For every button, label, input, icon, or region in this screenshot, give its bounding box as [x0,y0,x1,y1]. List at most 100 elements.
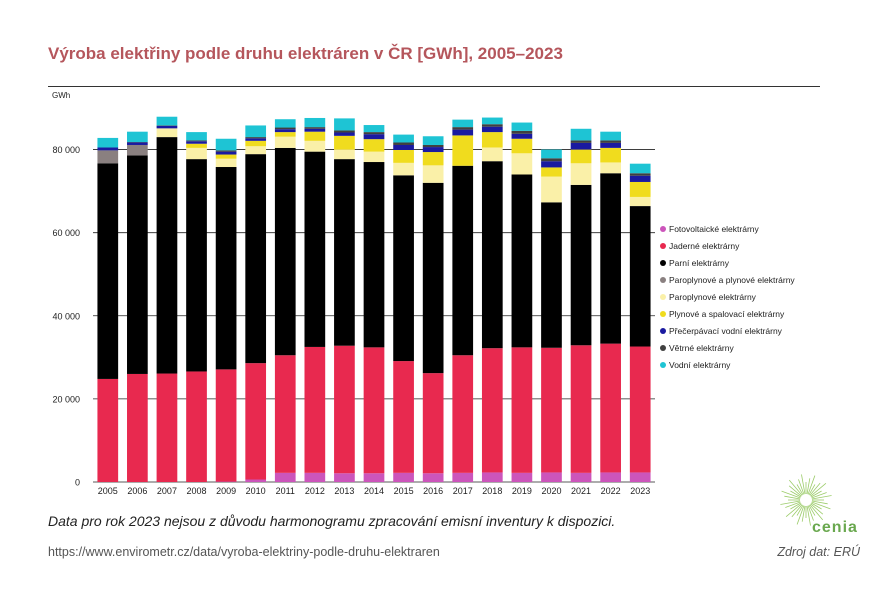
bar-segment [304,127,326,129]
bar-segment [127,155,148,374]
bar-segment [334,159,355,346]
bar-segment [600,173,621,344]
legend-swatch [660,328,666,334]
logo-ray [801,474,806,495]
title-divider [48,86,820,87]
bar-segment [570,140,592,143]
x-tick-label: 2010 [246,486,266,496]
bar-segment [274,472,296,482]
bar-segment [600,147,621,163]
logo-ray [788,485,802,497]
bar-segment [156,373,178,482]
logo-ray [807,475,816,495]
logo-ray [780,500,801,505]
bar-segment [452,355,474,473]
legend-swatch [660,260,666,266]
bar-segment [541,167,562,177]
bar-segment [629,173,651,176]
x-tick-label: 2011 [276,486,295,496]
logo-ray [796,504,804,516]
bar-segment [511,138,533,154]
bar-segment [393,149,414,163]
source-url-link[interactable]: https://www.envirometr.cz/data/vyroba-el… [48,545,440,559]
x-tick-label: 2015 [394,486,414,496]
logo-ray [801,505,806,522]
y-axis: 0 20 000 40 000 60 000 80 000 GWh [52,91,80,488]
logo-ray [810,502,822,510]
bar-segment [481,147,503,162]
bar-segment [481,126,503,133]
x-tick-label: 2012 [305,486,325,496]
legend-label: Větrné elektrárny [669,343,734,353]
bar-segment [452,472,474,482]
bar-segment [363,139,385,152]
bar-segment [452,119,474,128]
x-tick-label: 2013 [334,486,354,496]
bar-segment [97,163,119,379]
bar-segment [274,132,296,137]
bar-segment [215,151,237,155]
logo-ray [807,505,814,521]
x-tick-label: 2007 [157,486,177,496]
bar-segment [156,116,178,126]
logo-ray [798,479,805,495]
bar-segment [481,124,503,127]
bar-segment [541,347,562,473]
bar-segment [600,140,621,143]
logo-ray [809,504,824,521]
bar-segment [393,175,414,362]
bar-segment [570,472,592,482]
bar-segment [334,130,355,133]
bar-segment [304,131,326,141]
bar-segment [304,128,326,132]
y-tick-label: 60 000 [52,228,80,238]
legend-label: Paroplynové elektrárny [669,292,757,302]
x-tick-label: 2020 [541,486,561,496]
bar-segment [422,373,444,474]
y-tick-label: 80 000 [52,145,80,155]
bar-segment [600,142,621,148]
bar-segment [393,142,414,145]
bar-segment [186,132,207,141]
bar-segment [127,142,148,145]
logo-ray [811,501,831,510]
x-tick-label: 2009 [216,486,236,496]
bar-segment [97,137,119,148]
bar-segment [363,151,385,163]
bar-segment [334,118,355,131]
logo-ray [790,502,802,510]
bar-segment [215,138,237,151]
legend-swatch [660,311,666,317]
bar-segment [629,472,651,482]
bar-segment [452,127,474,130]
legend-label: Přečerpávací vodní elektrárny [669,326,783,336]
bar-segment [156,137,178,374]
bar-segment [304,472,326,482]
y-tick-label: 40 000 [52,311,80,321]
y-axis-label: GWh [52,91,70,100]
logo-ray [810,503,824,515]
bar-segment [570,345,592,473]
bar-segment [629,206,651,347]
bar-segment [215,150,237,152]
bar-segment [245,125,267,138]
bar-segment [274,119,296,128]
bar-segment [274,355,296,473]
logo-text: cenia [812,519,858,536]
bar-segment [363,125,385,133]
bar-segment [393,144,414,150]
bar-segment [452,135,474,166]
bar-segment [245,154,267,364]
bar-segment [97,378,119,482]
x-tick-label: 2014 [364,486,384,496]
bar-segment [245,146,267,155]
legend-label: Fotovoltaické elektrárny [669,224,760,234]
bar-segment [274,147,296,356]
x-tick-label: 2018 [482,486,502,496]
bar-segment [570,128,592,141]
bar-segment [245,138,267,141]
bar-segment [393,472,414,482]
bar-segment [186,143,207,148]
bar-segment [600,343,621,473]
